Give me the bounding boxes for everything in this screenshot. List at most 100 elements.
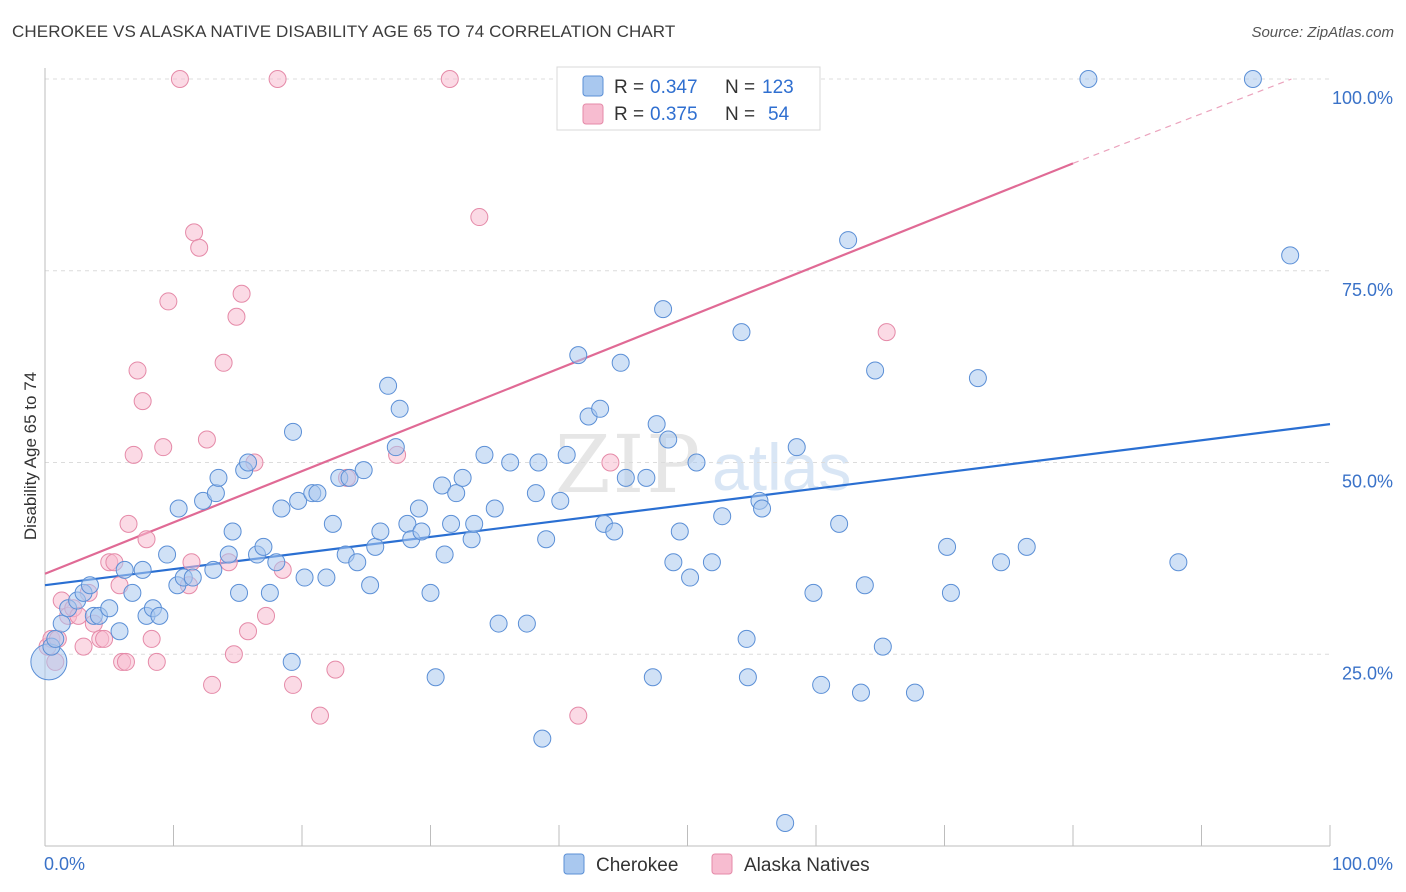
cherokee-point	[379, 376, 398, 395]
alaska-point	[569, 706, 588, 725]
alaska-point	[137, 530, 156, 549]
alaska-point	[182, 553, 201, 572]
cherokee-point	[664, 553, 683, 572]
cherokee-point	[371, 522, 390, 541]
series-legend: Cherokee Alaska Natives	[563, 853, 870, 876]
cherokee-point	[1281, 246, 1300, 265]
cherokee-point	[284, 422, 303, 441]
cherokee-point	[702, 553, 721, 572]
cherokee-point	[643, 668, 662, 687]
alaska-point	[124, 445, 143, 464]
cherokee-point	[1079, 70, 1098, 88]
cherokee-point	[52, 614, 71, 633]
cherokee-point	[537, 530, 556, 549]
cherokee-point	[453, 468, 472, 487]
cherokee-point	[317, 568, 336, 587]
watermark: ZIP atlas	[555, 418, 851, 511]
chart-title: CHEROKEE VS ALASKA NATIVE DISABILITY AGE…	[12, 22, 676, 41]
cherokee-point	[533, 729, 552, 748]
alaska-point	[470, 208, 489, 227]
cherokee-point	[905, 683, 924, 702]
legend-n-label-2: N =	[725, 104, 755, 125]
cherokee-point	[776, 813, 795, 832]
cherokee-point	[654, 300, 673, 319]
alaska-point	[128, 361, 147, 380]
legend-swatch-cherokee	[582, 75, 604, 97]
cherokee-point	[254, 537, 273, 556]
y-tick-label-2: 75.0%	[1342, 280, 1393, 300]
x-tick-label-1: 100.0%	[1332, 854, 1393, 874]
cherokee-point	[475, 445, 494, 464]
trend-line-alaska	[44, 162, 1074, 575]
cherokee-point	[447, 484, 466, 503]
cherokee-point	[361, 576, 380, 595]
x-tick-label-0: 0.0%	[44, 854, 85, 874]
cherokee-point	[267, 553, 286, 572]
alaska-point	[133, 392, 152, 411]
tick-labels: 25.0% 50.0% 75.0% 100.0% 0.0% 100.0%	[44, 88, 1393, 874]
cherokee-point	[687, 453, 706, 472]
cherokee-point	[426, 668, 445, 687]
grid	[45, 78, 1330, 655]
cherokee-point	[591, 399, 610, 418]
cherokee-point	[526, 484, 545, 503]
cherokee-point	[390, 399, 409, 418]
cherokee-point	[386, 438, 405, 457]
cherokee-point	[1169, 553, 1188, 572]
cherokee-point	[206, 484, 225, 503]
alaska-point	[268, 70, 287, 88]
cherokee-point	[435, 545, 454, 564]
bottom-legend-swatch-alaska	[711, 853, 733, 875]
cherokee-point	[409, 499, 428, 518]
cherokee-point	[1243, 70, 1262, 88]
alaska-point	[159, 292, 178, 311]
alaska-point	[214, 353, 233, 372]
cherokee-point	[812, 675, 831, 694]
cherokee-point	[209, 468, 228, 487]
alaska-points	[38, 70, 896, 725]
cherokee-point	[647, 415, 666, 434]
alaska-point	[239, 622, 258, 641]
cherokee-point	[272, 499, 291, 518]
cherokee-point	[804, 583, 823, 602]
watermark-atlas: atlas	[712, 430, 851, 504]
source-credit: Source: ZipAtlas.com	[1251, 24, 1394, 41]
cherokee-point	[501, 453, 520, 472]
cherokee-point	[462, 530, 481, 549]
cherokee-point	[412, 522, 431, 541]
alaska-point	[142, 629, 161, 648]
cherokee-point	[308, 484, 327, 503]
cherokee-point	[529, 453, 548, 472]
alaska-point	[197, 430, 216, 449]
cherokee-point	[489, 614, 508, 633]
cherokee-point	[551, 491, 570, 510]
cherokee-point	[839, 231, 858, 250]
cherokee-point	[169, 499, 188, 518]
cherokee-point	[992, 553, 1011, 572]
cherokee-point	[282, 652, 301, 671]
trend-line-alaska-extension	[1072, 78, 1292, 164]
y-tick-label-1: 50.0%	[1342, 472, 1393, 492]
cherokee-point	[340, 468, 359, 487]
cherokee-point	[616, 468, 635, 487]
alaska-point	[116, 652, 135, 671]
cherokee-point	[421, 583, 440, 602]
legend-r-label-2: R =	[614, 104, 644, 125]
cherokee-point	[485, 499, 504, 518]
alaska-point	[154, 438, 173, 457]
cherokee-point	[866, 361, 885, 380]
alaska-point	[119, 514, 138, 533]
legend-swatch-alaska	[582, 103, 604, 125]
cherokee-point	[465, 514, 484, 533]
cherokee-point	[46, 629, 65, 648]
alaska-point	[257, 606, 276, 625]
legend-r-label-1: R =	[614, 77, 644, 98]
cherokee-point	[110, 622, 129, 641]
cherokee-point	[442, 514, 461, 533]
cherokee-point	[366, 537, 385, 556]
bottom-legend-label-cherokee: Cherokee	[596, 855, 678, 876]
cherokee-point	[938, 537, 957, 556]
alaska-point	[877, 323, 896, 342]
cherokee-point	[100, 599, 119, 618]
